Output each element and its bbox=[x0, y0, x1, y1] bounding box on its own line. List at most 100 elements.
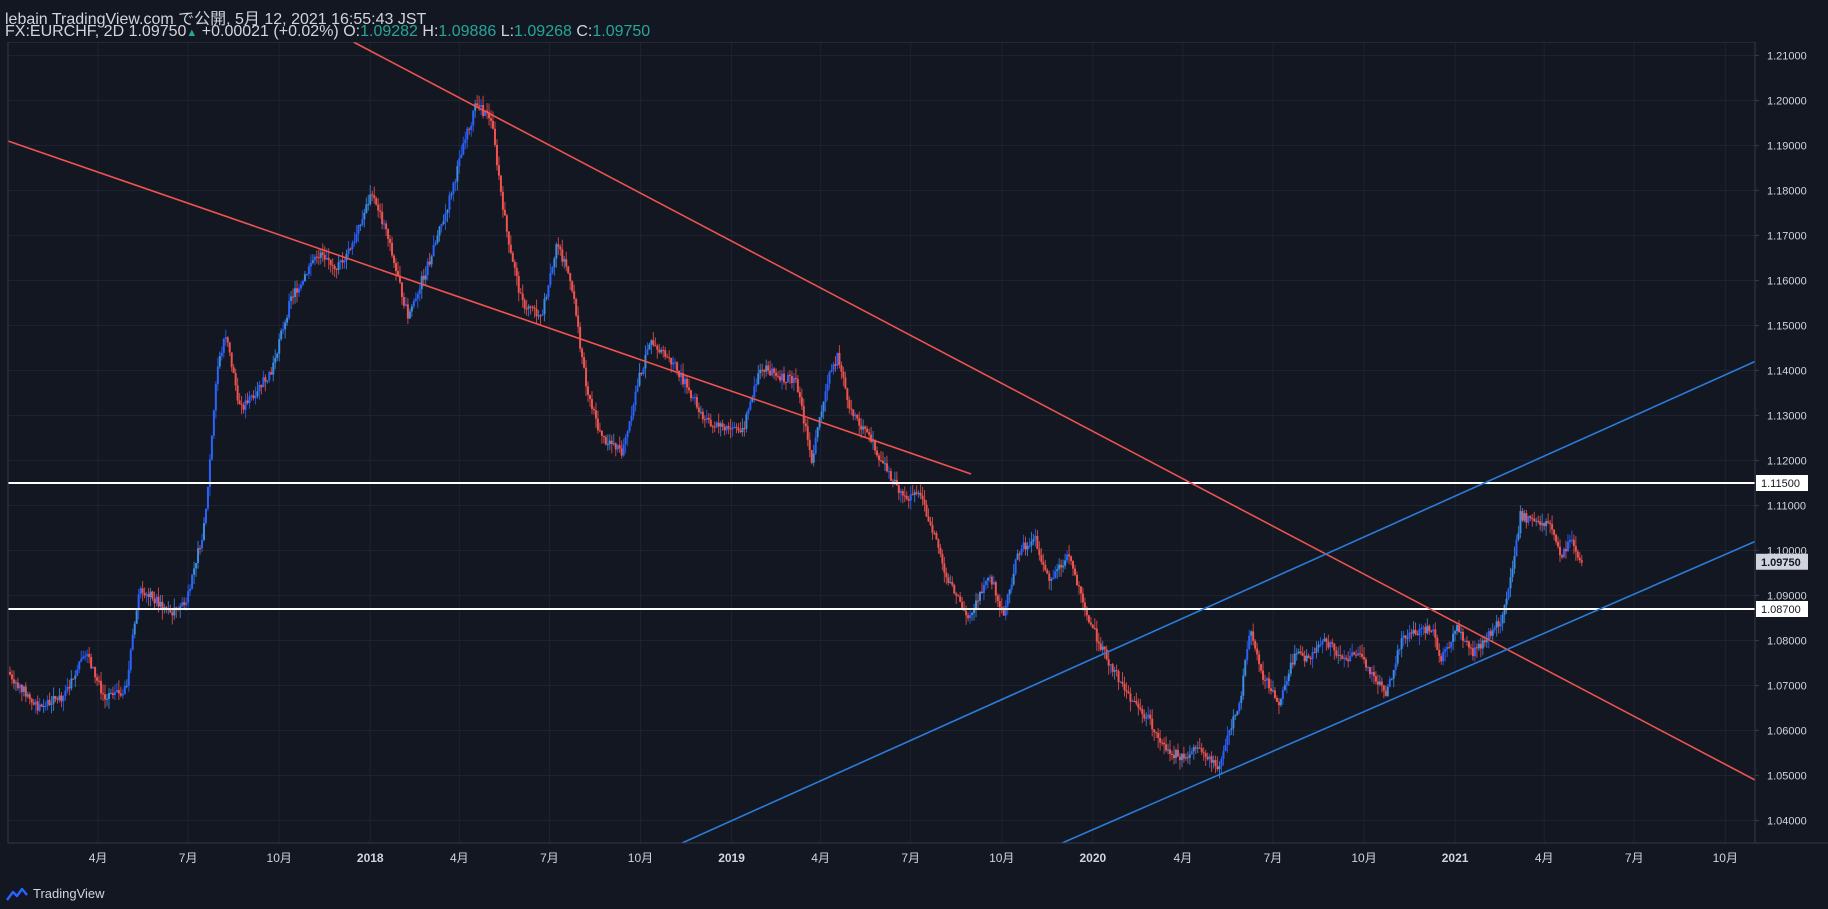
candle-body bbox=[1366, 667, 1369, 669]
candle-body bbox=[798, 392, 801, 398]
candle-body bbox=[181, 602, 184, 607]
candle-body bbox=[638, 372, 641, 386]
candle-body bbox=[1214, 760, 1217, 767]
time-axis[interactable]: 4月 7月 10月 2018 4月 7月 10月 2019 4月 7月 10月 2020 4月 7月 10月… bbox=[0, 41, 1828, 880]
candle-body bbox=[1559, 546, 1562, 556]
price-tick-label: 1.04000 bbox=[1767, 816, 1807, 828]
candle-body bbox=[74, 675, 77, 679]
candle-body bbox=[1234, 714, 1237, 717]
candle-body bbox=[299, 284, 302, 289]
candle-body bbox=[699, 411, 702, 413]
time-tick-label: 4月 bbox=[1535, 851, 1554, 865]
candle-body bbox=[50, 703, 53, 705]
candle-body bbox=[786, 374, 789, 383]
candle-body bbox=[994, 582, 997, 596]
candle-body bbox=[889, 471, 892, 481]
candle-body bbox=[497, 165, 500, 176]
candle-body bbox=[1444, 649, 1447, 652]
candle-body bbox=[26, 694, 29, 697]
candle-body bbox=[1501, 614, 1504, 624]
tradingview-brand[interactable]: TradingView bbox=[6, 886, 105, 901]
candle-body bbox=[24, 686, 27, 697]
candle-body bbox=[1040, 555, 1043, 562]
candle-body bbox=[1012, 573, 1015, 585]
candle-body bbox=[1351, 652, 1354, 657]
candle-body bbox=[810, 450, 813, 463]
candle-body bbox=[292, 296, 295, 298]
candle-body bbox=[517, 276, 520, 293]
candle-body bbox=[8, 672, 11, 675]
candle-body bbox=[82, 656, 85, 659]
candle-body bbox=[10, 674, 13, 680]
candle-body bbox=[155, 596, 158, 604]
candle-body bbox=[933, 532, 936, 534]
candle-body bbox=[1343, 657, 1346, 659]
candle-body bbox=[1020, 548, 1023, 555]
candle-body bbox=[713, 426, 716, 428]
price-axis[interactable]: 1.04000 1.05000 1.06000 1.07000 1.08000 1.090… bbox=[1754, 42, 1828, 880]
candle-body bbox=[1355, 654, 1358, 656]
candle-body bbox=[412, 300, 415, 307]
time-tick-label: 4月 bbox=[811, 851, 830, 865]
candle-body bbox=[1218, 766, 1221, 770]
level-price-label-bg bbox=[1756, 475, 1808, 491]
candle-body bbox=[1244, 660, 1247, 676]
candle-body bbox=[343, 260, 346, 263]
candle-body bbox=[1042, 561, 1045, 565]
candle-body bbox=[503, 209, 506, 216]
candle-body bbox=[1293, 653, 1296, 665]
candle-body bbox=[12, 679, 15, 684]
candle-body bbox=[973, 609, 976, 613]
candle-body bbox=[1287, 673, 1290, 682]
candle-body bbox=[210, 435, 213, 460]
candle-body bbox=[201, 539, 204, 549]
candle-body bbox=[1568, 539, 1571, 543]
candle-body bbox=[1202, 752, 1205, 754]
candle-body bbox=[990, 576, 993, 585]
candle-body bbox=[600, 430, 603, 436]
candle-body bbox=[371, 194, 374, 196]
candle-body bbox=[707, 417, 710, 420]
candle-body bbox=[1406, 638, 1409, 640]
price-tick-label: 1.18000 bbox=[1767, 186, 1807, 198]
candle-body bbox=[1044, 564, 1047, 571]
candle-body bbox=[881, 461, 884, 464]
candle-body bbox=[38, 704, 41, 711]
candle-body bbox=[169, 608, 172, 613]
candle-body bbox=[949, 582, 952, 584]
candle-body bbox=[575, 298, 578, 316]
candle-body bbox=[1463, 640, 1466, 642]
candle-body bbox=[1174, 749, 1177, 759]
candle-body bbox=[808, 439, 811, 451]
candle-body bbox=[646, 349, 649, 355]
candle-body bbox=[1075, 574, 1078, 586]
candle-body bbox=[1396, 650, 1399, 664]
candle-body bbox=[115, 690, 118, 693]
candle-body bbox=[563, 259, 566, 262]
candle-body bbox=[440, 224, 443, 227]
candle-body bbox=[1499, 623, 1502, 627]
candle-body bbox=[658, 349, 661, 353]
time-tick-label: 2018 bbox=[357, 851, 384, 865]
candle-body bbox=[975, 600, 978, 610]
candle-body bbox=[1250, 631, 1253, 636]
candle-body bbox=[1135, 701, 1138, 704]
candle-body bbox=[193, 568, 196, 575]
candle-body bbox=[1058, 564, 1061, 570]
candle-body bbox=[885, 463, 888, 472]
candle-body bbox=[179, 606, 182, 609]
candle-body bbox=[1123, 683, 1126, 691]
candle-body bbox=[60, 695, 63, 702]
candle-body bbox=[157, 596, 160, 607]
candle-body bbox=[579, 326, 582, 349]
candle-body bbox=[709, 419, 712, 427]
time-tick-label: 7月 bbox=[179, 851, 198, 865]
candle-body bbox=[1190, 751, 1193, 755]
candle-body bbox=[915, 492, 918, 494]
candle-body bbox=[226, 337, 229, 343]
candle-body bbox=[404, 304, 407, 306]
candle-body bbox=[102, 693, 105, 695]
candle-body bbox=[1147, 714, 1150, 718]
candle-body bbox=[1062, 565, 1065, 568]
